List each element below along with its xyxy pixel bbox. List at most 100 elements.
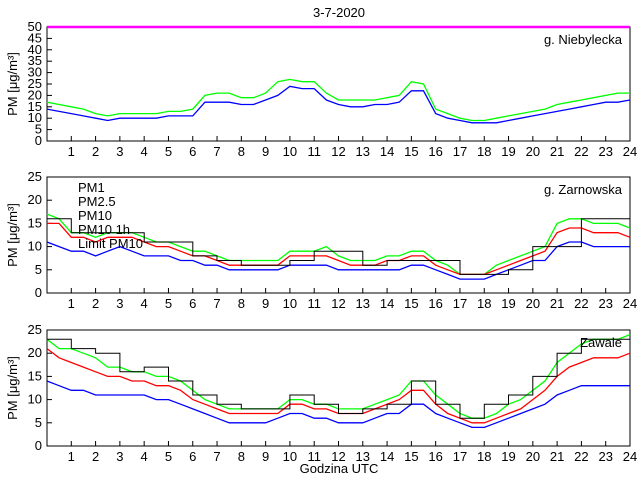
x-tick-label: 23 xyxy=(598,296,612,311)
x-tick-label: 24 xyxy=(623,449,637,464)
y-tick-label: 30 xyxy=(28,65,42,80)
x-tick-label: 16 xyxy=(428,296,442,311)
x-tick-label: 20 xyxy=(526,296,540,311)
x-tick-label: 3 xyxy=(116,449,123,464)
x-tick-label: 12 xyxy=(331,296,345,311)
series-line-PM1 xyxy=(46,85,631,124)
x-tick-label: 14 xyxy=(380,144,394,159)
chart-title: 3-7-2020 xyxy=(313,5,365,20)
x-tick-label: 24 xyxy=(623,296,637,311)
x-tick-label: 13 xyxy=(356,296,370,311)
x-tick-label: 21 xyxy=(550,296,564,311)
x-tick-label: 15 xyxy=(404,296,418,311)
x-tick-label: 11 xyxy=(307,296,321,311)
legend-entry: PM10 1h xyxy=(78,222,130,237)
x-tick-label: 18 xyxy=(477,144,491,159)
legend-entry: PM2.5 xyxy=(78,194,116,209)
plot-area xyxy=(46,329,631,447)
x-tick-label: 20 xyxy=(526,144,540,159)
x-tick-label: 8 xyxy=(238,449,245,464)
x-tick-label: 10 xyxy=(283,296,297,311)
plot-area xyxy=(46,176,631,294)
y-tick-label: 0 xyxy=(35,133,42,148)
x-tick-label: 17 xyxy=(453,144,467,159)
x-tick-label: 12 xyxy=(331,144,345,159)
x-tick-label: 13 xyxy=(356,449,370,464)
x-tick-label: 6 xyxy=(189,296,196,311)
station-label: g. Niebylecka xyxy=(544,32,623,47)
x-tick-label: 10 xyxy=(283,144,297,159)
x-tick-label: 1 xyxy=(68,449,75,464)
x-tick-label: 1 xyxy=(68,144,75,159)
x-tick-label: 14 xyxy=(380,296,394,311)
y-tick-label: 40 xyxy=(28,42,42,57)
x-tick-label: 2 xyxy=(92,144,99,159)
legend-entry: PM1 xyxy=(78,180,105,195)
series-line-PM10 xyxy=(46,78,630,122)
x-tick-label: 6 xyxy=(189,144,196,159)
x-tick-label: 22 xyxy=(574,296,588,311)
x-tick-label: 21 xyxy=(550,449,564,464)
x-tick-label: 5 xyxy=(165,296,172,311)
x-tick-label: 5 xyxy=(165,449,172,464)
x-tick-label: 22 xyxy=(574,144,588,159)
x-tick-label: 19 xyxy=(501,449,515,464)
y-tick-label: 20 xyxy=(28,87,42,102)
y-tick-label: 25 xyxy=(28,169,42,184)
series-line-PM1 xyxy=(46,380,630,429)
x-tick-label: 3 xyxy=(116,296,123,311)
series-line-PM10-1h xyxy=(47,218,630,275)
x-tick-label: 4 xyxy=(141,449,148,464)
x-tick-label: 2 xyxy=(92,296,99,311)
x-tick-label: 16 xyxy=(428,449,442,464)
y-tick-label: 10 xyxy=(28,239,42,254)
x-tick-label: 24 xyxy=(623,144,637,159)
station-label: g. Zarnowska xyxy=(544,182,623,197)
y-axis-label: PM [μg/m³] xyxy=(5,52,20,116)
x-tick-label: 4 xyxy=(141,296,148,311)
x-tick-label: 9 xyxy=(262,144,269,159)
x-tick-label: 11 xyxy=(307,449,321,464)
y-tick-label: 15 xyxy=(28,215,42,230)
y-tick-label: 15 xyxy=(28,368,42,383)
y-tick-label: 5 xyxy=(35,122,42,137)
legend-entry: Limit PM10 xyxy=(78,236,143,251)
y-tick-label: 10 xyxy=(28,110,42,125)
x-tick-label: 19 xyxy=(501,144,515,159)
x-axis-label: Godzina UTC xyxy=(300,461,379,476)
x-tick-label: 20 xyxy=(526,449,540,464)
x-tick-label: 7 xyxy=(213,296,220,311)
y-axis-label: PM [μg/m³] xyxy=(5,356,20,420)
x-tick-label: 8 xyxy=(238,144,245,159)
x-tick-label: 12 xyxy=(331,449,345,464)
x-tick-label: 13 xyxy=(356,144,370,159)
x-tick-label: 23 xyxy=(598,449,612,464)
station-label: Zawale xyxy=(580,335,622,350)
y-tick-label: 0 xyxy=(35,285,42,300)
x-tick-label: 16 xyxy=(428,144,442,159)
x-tick-label: 2 xyxy=(92,449,99,464)
x-tick-label: 15 xyxy=(404,144,418,159)
y-tick-label: 50 xyxy=(28,19,42,34)
x-tick-label: 17 xyxy=(453,449,467,464)
plot-area xyxy=(46,26,631,142)
x-tick-label: 17 xyxy=(453,296,467,311)
y-tick-label: 5 xyxy=(35,415,42,430)
x-tick-label: 9 xyxy=(262,296,269,311)
y-tick-label: 25 xyxy=(28,322,42,337)
x-tick-label: 8 xyxy=(238,296,245,311)
x-tick-label: 6 xyxy=(189,449,196,464)
y-tick-label: 10 xyxy=(28,392,42,407)
y-tick-label: 5 xyxy=(35,262,42,277)
x-tick-label: 14 xyxy=(380,449,394,464)
y-tick-label: 45 xyxy=(28,30,42,45)
x-tick-label: 21 xyxy=(550,144,564,159)
y-tick-label: 35 xyxy=(28,53,42,68)
x-tick-label: 22 xyxy=(574,449,588,464)
x-tick-label: 10 xyxy=(283,449,297,464)
